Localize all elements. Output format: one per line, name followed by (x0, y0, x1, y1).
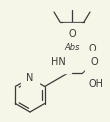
Text: O: O (88, 44, 96, 54)
Text: Abs: Abs (64, 44, 80, 52)
Text: N: N (26, 73, 34, 83)
FancyBboxPatch shape (63, 42, 81, 54)
Text: O: O (68, 29, 76, 39)
Text: OH: OH (89, 79, 104, 89)
Text: O: O (90, 57, 98, 67)
Text: HN: HN (51, 57, 65, 67)
